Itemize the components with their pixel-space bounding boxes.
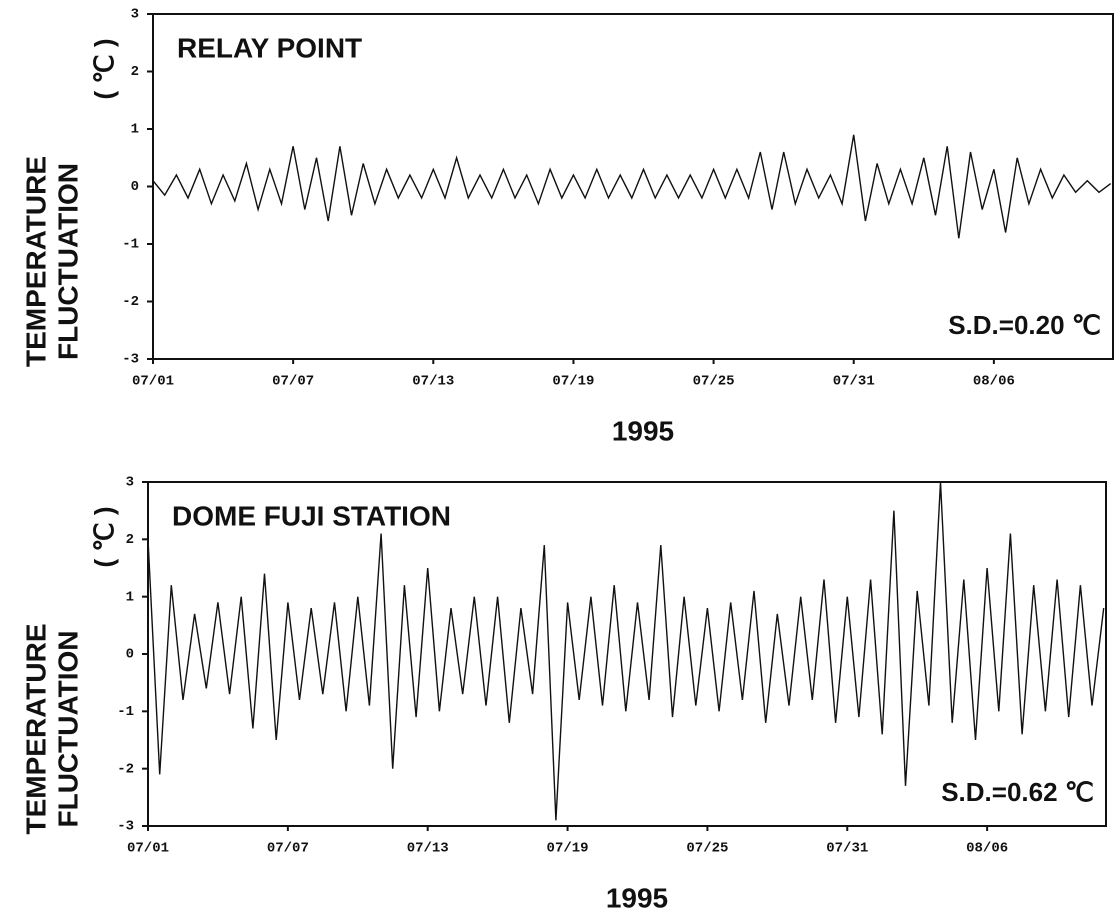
y-tick-label: -3 [117,819,134,835]
x-tick-label: 07/13 [412,374,454,390]
x-tick-label: 07/01 [127,841,169,857]
x-tick-label: 07/07 [272,374,314,390]
y-tick-label: 2 [126,532,134,548]
x-tick-label: 07/31 [833,374,875,390]
y-tick-label: 1 [131,122,139,138]
sd-annotation: S.D.=0.62 ℃ [941,777,1094,807]
y-tick-label: -1 [122,237,139,253]
y-tick-label: 3 [131,7,139,23]
y-tick-label: 0 [131,179,139,195]
y-tick-label: 0 [126,647,134,663]
x-tick-label: 07/25 [693,374,735,390]
x-tick-label: 07/19 [547,841,589,857]
y-tick-label: -1 [117,704,134,720]
sd-annotation: S.D.=0.20 ℃ [948,310,1101,340]
y-tick-label: -2 [117,761,134,777]
x-tick-label: 07/01 [132,374,174,390]
y-axis-label: FLUCTUATION [52,163,83,360]
y-axis-label: TEMPERATURE [20,156,51,367]
x-axis-label: 1995 [606,882,668,913]
y-axis-label: TEMPERATURE [20,623,51,834]
x-tick-label: 07/07 [267,841,309,857]
y-axis-unit: ( ℃ ) [89,39,119,100]
y-tick-label: -2 [122,294,139,310]
x-tick-label: 07/25 [686,841,728,857]
y-tick-label: 3 [126,475,134,491]
y-tick-label: 2 [131,64,139,80]
x-tick-label: 07/13 [407,841,449,857]
y-tick-label: -3 [122,352,139,368]
x-tick-label: 08/06 [973,374,1015,390]
series-line [147,481,1105,821]
panel-title: DOME FUJI STATION [172,500,451,531]
x-tick-label: 08/06 [966,841,1008,857]
x-tick-label: 07/31 [826,841,868,857]
y-tick-label: 1 [126,589,134,605]
plot-frame [147,481,1107,827]
x-tick-label: 07/19 [552,374,594,390]
y-axis-unit: ( ℃ ) [89,507,119,568]
y-axis-label: FLUCTUATION [52,631,83,828]
panel-title: RELAY POINT [177,32,362,63]
series-line [152,134,1112,239]
x-axis-label: 1995 [612,415,674,446]
plot-frame [152,13,1114,360]
